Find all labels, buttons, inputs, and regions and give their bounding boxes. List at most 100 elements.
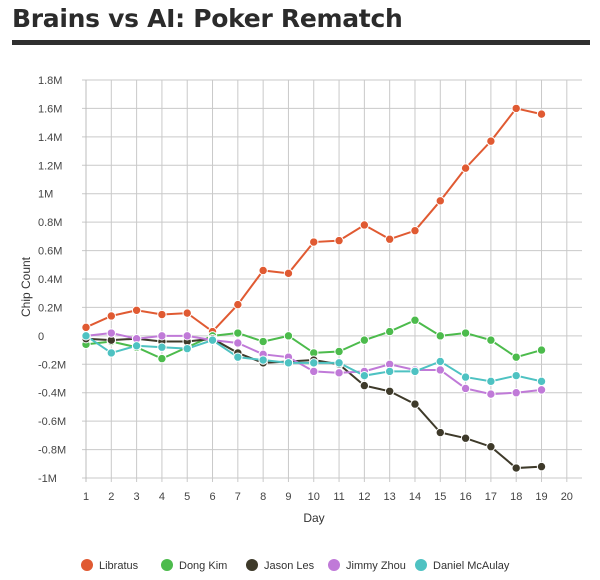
data-point: [410, 315, 420, 325]
data-point: [359, 380, 370, 391]
data-point: [536, 376, 547, 387]
x-tick-label: 19: [535, 491, 547, 503]
data-point: [384, 326, 395, 337]
data-point: [233, 328, 243, 338]
legend-label: Daniel McAulay: [433, 560, 510, 572]
data-point: [81, 331, 91, 341]
data-point: [309, 237, 319, 247]
data-point: [536, 109, 547, 119]
data-point: [157, 353, 167, 364]
y-tick-label: 1M: [38, 189, 53, 201]
data-point: [435, 356, 445, 367]
data-point: [460, 328, 471, 338]
data-point: [334, 346, 344, 357]
data-point: [410, 225, 420, 236]
y-tick-label: -0.6M: [38, 416, 66, 428]
x-tick-label: 8: [260, 491, 266, 503]
y-axis-label: Chip Count: [19, 256, 33, 317]
data-point: [309, 366, 319, 377]
data-point: [233, 352, 243, 362]
data-point: [511, 352, 521, 362]
x-tick-label: 13: [384, 491, 396, 503]
data-point: [233, 338, 243, 348]
grid-lines: [82, 79, 582, 482]
x-tick-label: 9: [285, 491, 291, 503]
legend-marker: [161, 559, 173, 571]
data-point: [511, 463, 521, 473]
data-point: [309, 358, 319, 368]
data-point: [182, 308, 192, 318]
legend-label: Dong Kim: [179, 560, 227, 572]
legend-marker: [328, 559, 340, 571]
data-point: [486, 335, 496, 345]
data-point: [511, 388, 521, 398]
y-tick-label: 1.6M: [38, 103, 62, 115]
y-tick-label: 0.8M: [38, 217, 62, 229]
data-point: [106, 348, 117, 358]
data-point: [435, 427, 445, 438]
x-tick-label: 12: [358, 491, 370, 503]
y-tick-label: 1.4M: [38, 132, 62, 144]
data-point: [511, 370, 521, 381]
data-point: [384, 386, 395, 396]
x-tick-label: 2: [108, 491, 114, 503]
y-tick-label: 0.2M: [38, 302, 62, 314]
data-point: [258, 355, 268, 365]
x-tick-label: 11: [333, 491, 344, 503]
x-tick-label: 4: [159, 491, 165, 503]
x-tick-label: 16: [459, 491, 471, 503]
y-tick-label: 1.8M: [38, 75, 62, 87]
x-tick-label: 3: [134, 491, 140, 503]
chart-title: Brains vs AI: Poker Rematch: [12, 4, 403, 33]
data-point: [511, 103, 521, 114]
data-point: [486, 442, 496, 452]
data-point: [157, 309, 167, 320]
data-point: [131, 341, 142, 351]
x-tick-label: 17: [485, 491, 497, 503]
x-tick-label: 1: [83, 491, 89, 503]
x-axis-label: Day: [303, 511, 324, 525]
y-tick-label: 1.2M: [38, 160, 62, 172]
data-point: [182, 331, 192, 341]
x-tick-label: 10: [308, 491, 320, 503]
data-point: [359, 335, 370, 345]
y-tick-label: -0.2M: [38, 359, 66, 371]
data-point: [486, 136, 496, 146]
data-point: [460, 383, 471, 394]
data-point: [283, 331, 294, 341]
legend-marker: [81, 559, 93, 571]
x-tick-label: 18: [510, 491, 522, 503]
data-point: [182, 343, 192, 354]
data-point: [410, 366, 420, 377]
data-point: [536, 345, 547, 355]
data-point: [410, 399, 420, 409]
y-tick-label: 0.6M: [38, 246, 62, 258]
data-point: [131, 305, 142, 315]
data-point: [460, 433, 471, 443]
y-tick-label: -1M: [38, 473, 57, 485]
series-points: [81, 103, 547, 473]
data-point: [334, 235, 344, 246]
data-point: [435, 365, 445, 375]
data-point: [435, 196, 445, 206]
data-point: [157, 342, 167, 352]
x-axis-ticks: 1 2 3 4 5 6 7 8 9 10 11 12 13 14 15 16 17 18 19 20: [83, 491, 573, 503]
data-point: [486, 389, 496, 399]
y-tick-label: -0.4M: [38, 388, 66, 400]
legend-label: Jason Les: [264, 560, 315, 572]
data-point: [283, 358, 294, 368]
data-point: [359, 220, 370, 230]
data-point: [460, 163, 471, 173]
x-tick-label: 14: [409, 491, 421, 503]
x-tick-label: 7: [235, 491, 241, 503]
x-tick-label: 20: [561, 491, 573, 503]
data-point: [106, 328, 117, 338]
data-point: [233, 299, 243, 310]
data-point: [334, 358, 344, 368]
legend-label: Jimmy Zhou: [346, 560, 406, 572]
data-point: [207, 335, 218, 345]
data-point: [435, 331, 445, 341]
data-point: [106, 311, 117, 321]
data-point: [334, 368, 344, 378]
